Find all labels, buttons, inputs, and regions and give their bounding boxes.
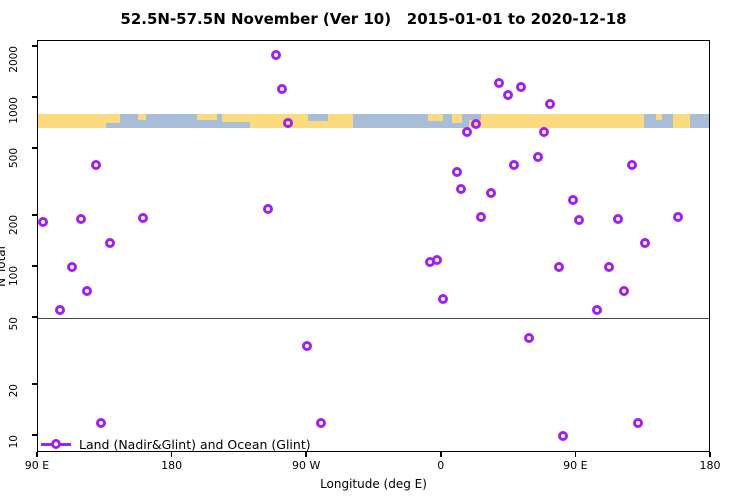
x-tick-mark	[305, 452, 307, 457]
data-point	[557, 431, 568, 441]
x-tick-label: 90 E	[24, 459, 50, 472]
data-point	[673, 211, 684, 222]
y-tick-label: 500	[8, 147, 20, 168]
land-segment	[328, 114, 353, 128]
x-tick-label: 90 W	[292, 459, 321, 472]
data-point	[315, 417, 326, 428]
data-point	[502, 90, 513, 101]
data-point	[574, 214, 585, 225]
plot-area: Land (Nadir&Glint) and Ocean (Glint)	[37, 40, 710, 452]
y-tick-mark	[32, 434, 37, 436]
y-tick-mark	[32, 383, 37, 385]
data-point	[626, 160, 637, 171]
land-segment	[196, 114, 218, 120]
data-point	[471, 119, 482, 130]
data-point	[544, 99, 555, 110]
y-tick-label: 2000	[8, 46, 20, 73]
data-point	[568, 194, 579, 205]
y-axis-title: N Total	[0, 246, 8, 287]
data-point	[137, 213, 148, 223]
y-tick-label: 100	[8, 266, 20, 287]
land-segment	[452, 114, 462, 123]
x-tick-label: 0	[437, 459, 445, 472]
land-segment	[138, 114, 146, 120]
data-point	[432, 255, 443, 265]
data-point	[76, 214, 87, 225]
land-ocean-strip	[38, 114, 709, 128]
data-point	[475, 211, 486, 222]
data-point	[462, 126, 473, 137]
land-segment	[672, 114, 691, 128]
legend-line-icon	[41, 439, 71, 449]
y-tick-mark	[32, 45, 37, 47]
data-point	[553, 262, 564, 272]
land-segment	[106, 114, 121, 123]
data-point	[438, 293, 449, 304]
y-tick-label: 200	[8, 215, 20, 236]
x-tick-mark	[36, 452, 38, 457]
y-tick-mark	[32, 265, 37, 267]
data-point	[508, 160, 519, 171]
data-point	[276, 84, 287, 94]
data-point	[104, 237, 115, 248]
data-point	[95, 417, 106, 428]
data-point	[592, 304, 603, 315]
data-point	[604, 262, 615, 272]
data-point	[456, 183, 467, 194]
y-tick-label: 20	[8, 384, 20, 398]
x-tick-mark	[709, 452, 711, 457]
data-point	[282, 118, 293, 129]
data-point	[82, 286, 93, 297]
land-segment	[222, 114, 251, 122]
x-tick-mark	[170, 452, 173, 457]
data-point	[538, 126, 549, 137]
data-point	[640, 238, 651, 249]
data-point	[263, 204, 274, 215]
data-point	[451, 167, 462, 177]
y-tick-label: 10	[8, 435, 20, 449]
legend-label: Land (Nadir&Glint) and Ocean (Glint)	[79, 436, 311, 452]
x-tick-label: 90 E	[563, 459, 588, 472]
data-point	[486, 188, 497, 198]
data-point	[613, 214, 624, 225]
data-point	[493, 77, 504, 88]
land-segment	[428, 114, 444, 122]
y-tick-label: 1000	[8, 97, 20, 124]
data-point	[516, 82, 527, 93]
land-segment	[480, 114, 644, 128]
y-tick-label: 50	[8, 316, 20, 331]
data-point	[632, 417, 643, 428]
data-point	[619, 286, 630, 297]
land-segment	[38, 114, 106, 128]
data-point	[302, 341, 313, 352]
data-point	[532, 151, 543, 162]
land-segment	[307, 121, 329, 128]
data-point	[55, 304, 66, 315]
data-point	[523, 333, 534, 343]
x-tick-label: 180	[161, 459, 183, 472]
land-segment	[655, 114, 662, 120]
reference-line-50	[38, 317, 709, 320]
legend-circle-marker-icon	[51, 439, 61, 449]
y-tick-mark	[32, 96, 37, 98]
y-tick-mark	[32, 316, 37, 318]
x-axis-title: Longitude (deg E)	[320, 477, 427, 491]
y-tick-mark	[32, 147, 37, 149]
data-point	[91, 160, 102, 171]
legend: Land (Nadir&Glint) and Ocean (Glint)	[41, 436, 311, 452]
land-segment	[250, 114, 308, 128]
data-point	[67, 262, 78, 272]
data-point	[270, 49, 281, 60]
y-tick-mark	[32, 214, 37, 216]
data-point	[38, 216, 48, 227]
x-tick-mark	[440, 452, 442, 457]
x-tick-label: 180	[699, 459, 721, 472]
chart-title: 52.5N-57.5N November (Ver 10) 2015-01-01…	[120, 10, 627, 28]
x-tick-mark	[574, 452, 577, 457]
